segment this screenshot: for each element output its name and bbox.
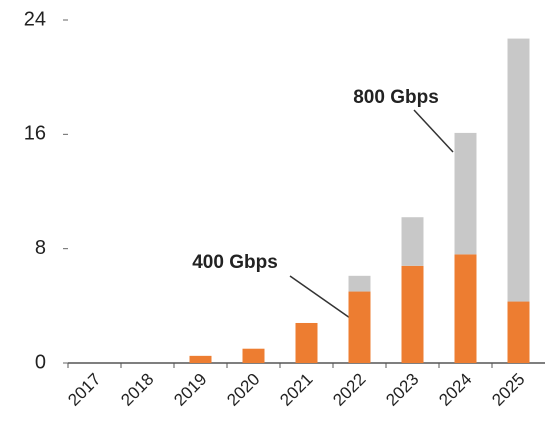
- x-tick-label: 2017: [64, 370, 104, 410]
- y-tick-label: 24: [24, 8, 46, 30]
- bar-segment: [242, 348, 265, 363]
- bar-segment: [454, 132, 477, 255]
- x-tick-label: 2019: [170, 370, 210, 410]
- y-tick-label: 16: [24, 123, 46, 145]
- y-tick-label: 0: [35, 351, 46, 373]
- bar-segment: [507, 301, 530, 363]
- bar-segment: [454, 254, 477, 363]
- bar-segment: [401, 265, 424, 363]
- bar-segment: [401, 217, 424, 266]
- x-tick-label: 2022: [329, 370, 369, 410]
- x-tick-label: 2018: [117, 370, 157, 410]
- series-annotation: 800 Gbps: [353, 87, 439, 108]
- bar-segment: [507, 38, 530, 302]
- annotation-leader: [289, 275, 351, 319]
- x-tick-label: 2020: [223, 370, 263, 410]
- bar-segment: [348, 275, 371, 292]
- y-tick-label: 8: [35, 237, 46, 259]
- series-annotation: 400 Gbps: [192, 252, 278, 273]
- bar-segment: [348, 291, 371, 363]
- x-tick-label: 2025: [488, 370, 528, 410]
- x-tick-label: 2024: [435, 370, 475, 410]
- bar-segment: [189, 355, 212, 363]
- annotation-leader: [413, 109, 454, 153]
- x-tick-label: 2023: [382, 370, 422, 410]
- bar-segment: [295, 322, 318, 363]
- x-tick-label: 2021: [276, 370, 316, 410]
